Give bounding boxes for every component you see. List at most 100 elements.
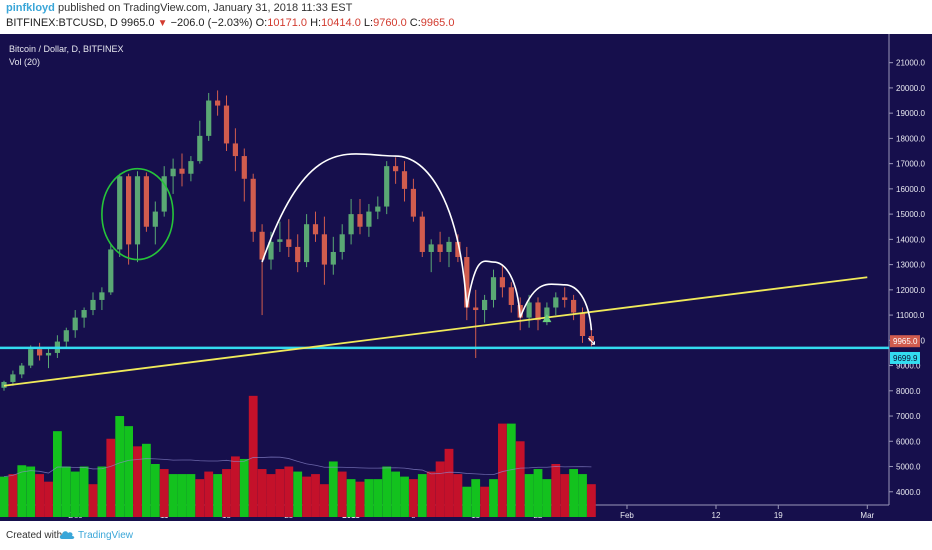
candle-up (81, 310, 87, 318)
price-tick-label: 19000.0 (896, 109, 925, 118)
candle-up (428, 244, 434, 252)
candle-up (384, 166, 390, 207)
candle-down (499, 277, 505, 288)
open-label: O: (255, 17, 268, 29)
candle-down (223, 105, 230, 144)
volume-indicator-label[interactable]: Vol (20) (9, 57, 41, 67)
candle-down (250, 178, 256, 232)
tradingview-brand-link[interactable]: TradingView (78, 530, 134, 541)
volume-bar (266, 474, 276, 517)
volume-bar (204, 471, 214, 517)
volume-bar (391, 471, 400, 517)
candle-down (215, 100, 221, 106)
volume-bar (453, 474, 463, 517)
candle-down (535, 302, 541, 321)
candle-up (72, 317, 78, 331)
chart-panel[interactable]: 21000.0 20000.0 19000.0 18000.0 17000.0 16000… (0, 34, 932, 521)
price-tick-label: 5000.0 (896, 463, 921, 472)
candle-down (143, 176, 149, 227)
ohlc-line: BITFINEX:BTCUSD, D 9965.0 ▼ −206.0 (−2.0… (6, 17, 454, 29)
low-label: L: (363, 17, 374, 29)
candle-up (28, 349, 34, 366)
username-link[interactable]: pinfkloyd (6, 2, 55, 14)
volume-bar (177, 474, 187, 517)
volume-bar (17, 465, 27, 517)
volume-bar (328, 461, 338, 517)
volume-bar (302, 476, 311, 517)
candlestick-chart[interactable]: 21000.0 20000.0 19000.0 18000.0 17000.0 16000… (0, 34, 932, 521)
time-tick-label: Mar (860, 511, 874, 520)
high-value: 10414.0 (321, 17, 361, 29)
candle-up (134, 176, 141, 245)
price-tick-label: 17000.0 (896, 160, 925, 169)
volume-bar (435, 461, 445, 517)
candle-up (152, 211, 158, 227)
volume-bar (320, 484, 329, 517)
last-price: 9965.0 (120, 17, 155, 29)
candle-up (553, 297, 559, 308)
price-tick-label: 7000.0 (896, 412, 921, 421)
candle-up (99, 292, 105, 300)
candle-up (108, 249, 114, 293)
volume-bar (426, 471, 436, 517)
high-label: H: (310, 17, 322, 29)
volume-bar (133, 446, 142, 517)
candle-down (126, 176, 132, 245)
price-tick-label: 21000.0 (896, 59, 925, 68)
volume-bar (257, 469, 267, 517)
candle-up (268, 241, 274, 260)
candle-down (571, 299, 577, 313)
candle-down (401, 171, 408, 189)
candle-up (304, 224, 310, 263)
arc-annotation (466, 260, 521, 318)
price-tick-label: 20000.0 (896, 84, 925, 93)
volume-bar (186, 474, 196, 517)
candle-down (437, 244, 443, 252)
time-tick-label: 19 (774, 511, 783, 520)
volume-bar (213, 474, 222, 517)
candle-up (446, 241, 452, 252)
publish-line: pinfkloyd published on TradingView.com, … (6, 2, 352, 14)
volume-bar (8, 474, 18, 517)
volume-bar (355, 481, 365, 517)
arrow-icon (587, 337, 595, 345)
candle-up (339, 234, 345, 252)
candle-up (170, 168, 176, 177)
buy-marker-icon (542, 314, 552, 323)
volume-bar (231, 456, 240, 517)
candle-up (544, 307, 550, 321)
volume-bar (248, 395, 258, 517)
candle-up (90, 299, 96, 311)
candle-down (295, 246, 301, 263)
candle-up (277, 239, 283, 242)
price-tick-label: 9000.0 (896, 362, 921, 371)
volume-bar (462, 486, 472, 517)
candle-down (321, 234, 327, 265)
volume-bar (106, 438, 116, 517)
candle-up (490, 277, 497, 300)
candle-up (348, 214, 354, 235)
volume-bar (284, 466, 294, 517)
candle-down (579, 312, 586, 336)
price-axis-area (889, 34, 932, 521)
volume-bar (560, 474, 570, 517)
candle-down (508, 287, 514, 305)
close-value: 9965.0 (420, 17, 455, 29)
volume-bar (124, 426, 133, 517)
price-tick-label: 4000.0 (896, 488, 921, 497)
price-tick-label: 13000.0 (896, 261, 925, 270)
candle-up (197, 135, 203, 162)
volume-bar (471, 479, 481, 517)
ellipse-annotation (101, 167, 174, 261)
volume-bar (364, 479, 374, 517)
symbol-label: BITFINEX:BTCUSD, D (6, 17, 118, 29)
candle-down (455, 241, 461, 258)
volume-bar (373, 479, 383, 517)
volume-bar (159, 469, 169, 517)
footer-bar: Created with TradingView (0, 526, 932, 550)
arc-annotation (261, 153, 468, 308)
volume-bar (400, 476, 409, 517)
volume-bar (382, 466, 392, 517)
publish-text: published on TradingView.com, January 31… (57, 2, 353, 14)
candle-down (419, 216, 425, 252)
